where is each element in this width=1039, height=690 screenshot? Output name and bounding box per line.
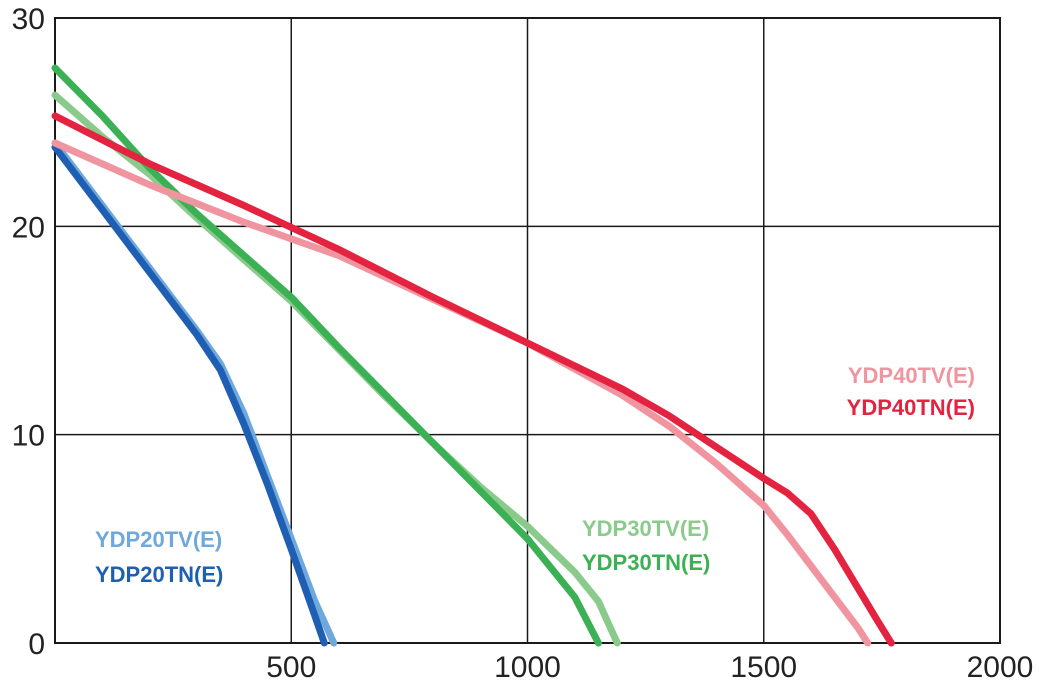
y-tick-label: 10 [12,420,45,453]
y-tick-label: 30 [12,3,45,36]
legend-label-ydp40tv: YDP40TV(E) [848,363,975,388]
series-line-ydp30tn-e [51,64,602,647]
legend-label-ydp20tv: YDP20TV(E) [95,527,222,552]
tick-labels: 0 10 20 30 500 1000 1500 2000 [12,3,1034,684]
x-tick-label: 2000 [967,651,1034,684]
x-tick-label: 1500 [730,651,797,684]
legend-label-ydp30tn: YDP30TN(E) [582,550,710,575]
legend-label-ydp20tn: YDP20TN(E) [95,562,223,587]
y-tick-label: 0 [28,628,45,661]
x-tick-label: 500 [266,651,316,684]
y-tick-label: 20 [12,211,45,244]
series-line-ydp20tn-e [51,143,328,647]
series-lines [51,64,895,647]
x-tick-label: 1000 [494,651,561,684]
series-line-ydp40tn-e [51,112,895,647]
plot-frame [54,17,1001,644]
legend-label-ydp40tn: YDP40TN(E) [847,395,975,420]
legend-label-ydp30tv: YDP30TV(E) [582,516,709,541]
series-line-ydp40tv-e [51,139,872,647]
